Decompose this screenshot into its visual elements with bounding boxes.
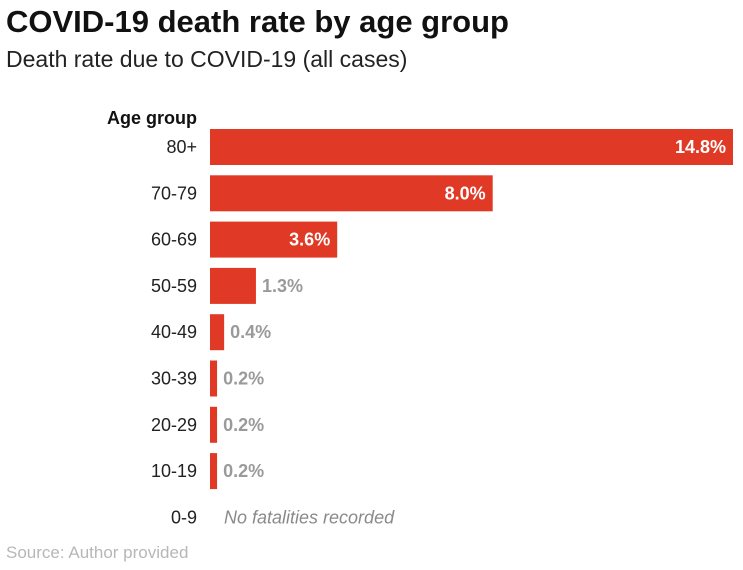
bar-10-19	[210, 453, 218, 490]
data-label-20-29: 0.2%	[223, 415, 264, 435]
category-label-70-79: 70-79	[151, 183, 197, 203]
bar-30-39	[210, 360, 218, 397]
annotation-no-fatalities: No fatalities recorded	[224, 507, 395, 527]
bar-80-plus	[210, 129, 733, 165]
bar-40-49	[210, 314, 225, 351]
chart-subtitle: Death rate due to COVID-19 (all cases)	[6, 46, 408, 72]
category-label-40-49: 40-49	[151, 322, 197, 342]
data-label-60-69: 3.6%	[289, 230, 330, 250]
category-label-80-plus: 80+	[166, 137, 197, 157]
category-label-60-69: 60-69	[151, 230, 197, 250]
category-label-50-59: 50-59	[151, 276, 197, 296]
data-label-50-59: 1.3%	[262, 276, 303, 296]
data-label-70-79: 8.0%	[445, 183, 486, 203]
data-label-40-49: 0.4%	[230, 322, 271, 342]
data-label-30-39: 0.2%	[223, 369, 264, 389]
bar-20-29	[210, 406, 218, 443]
category-label-10-19: 10-19	[151, 461, 197, 481]
category-label-0-9: 0-9	[171, 507, 197, 527]
bar-50-59	[210, 267, 256, 304]
axis-title: Age group	[107, 108, 197, 128]
bar-60-69	[210, 221, 338, 258]
category-label-30-39: 30-39	[151, 369, 197, 389]
source-note: Source: Author provided	[6, 543, 189, 562]
category-label-20-29: 20-29	[151, 415, 197, 435]
bar-70-79	[210, 175, 493, 212]
data-label-80-plus: 14.8%	[675, 137, 726, 157]
chart-title: COVID-19 death rate by age group	[6, 4, 509, 39]
data-label-10-19: 0.2%	[223, 461, 264, 481]
